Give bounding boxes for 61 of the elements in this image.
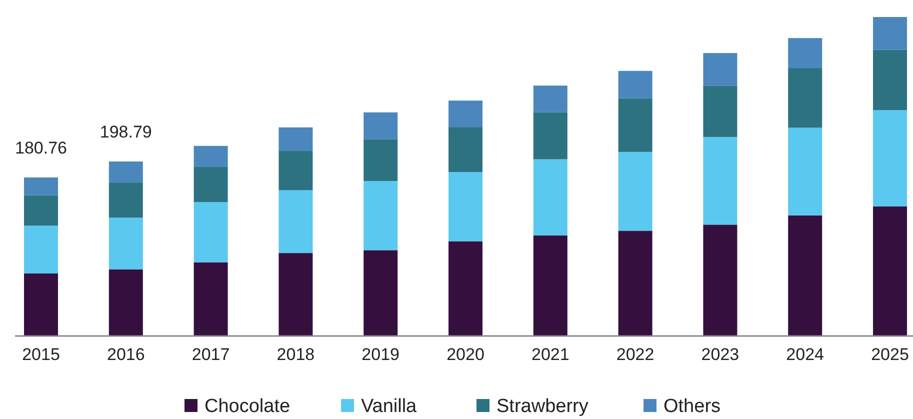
bar	[533, 86, 568, 112]
bar	[788, 38, 822, 68]
legend-label: Others	[664, 396, 721, 417]
bar	[448, 172, 482, 242]
bar	[448, 127, 482, 172]
x-tick-label: 2016	[106, 345, 145, 364]
bar	[873, 110, 907, 206]
x-tick-label: 2022	[616, 345, 654, 364]
bar	[618, 152, 652, 231]
bar	[278, 127, 313, 151]
x-tick-label: 2025	[871, 345, 909, 364]
x-tick-label: 2019	[362, 345, 400, 364]
legend-label: Strawberry	[496, 396, 589, 417]
bar	[618, 70, 652, 98]
bar	[618, 98, 652, 152]
bar	[364, 139, 398, 181]
bar	[703, 86, 738, 137]
bar	[108, 182, 143, 218]
bar	[24, 226, 58, 274]
bar	[278, 150, 313, 190]
bar	[364, 112, 398, 140]
bar	[194, 146, 228, 167]
bar	[873, 17, 907, 50]
bar	[703, 53, 738, 86]
bar	[533, 112, 568, 160]
bar	[24, 177, 58, 196]
bar	[364, 250, 398, 336]
annotation: 180.76	[15, 138, 67, 158]
annotation: 198.79	[100, 122, 152, 142]
x-tick-label: 2018	[276, 345, 315, 364]
bar	[194, 202, 228, 262]
bar	[108, 162, 143, 183]
bar	[873, 206, 907, 336]
bar	[618, 230, 652, 336]
bar	[448, 241, 482, 336]
bar	[788, 215, 822, 336]
bar	[364, 180, 398, 250]
legend-label: Vanilla	[361, 396, 418, 417]
x-tick-label: 2021	[531, 345, 570, 364]
bar	[278, 253, 313, 336]
legend-label: Chocolate	[204, 396, 290, 417]
bar	[24, 273, 58, 336]
bar	[108, 218, 143, 270]
x-tick-label: 2023	[701, 345, 740, 364]
bar	[108, 269, 143, 336]
x-tick-label: 2020	[446, 345, 484, 364]
bar	[873, 50, 907, 110]
x-tick-label: 2015	[22, 345, 60, 364]
bar	[703, 224, 738, 336]
bar	[703, 136, 738, 225]
bar	[278, 190, 313, 254]
bar	[533, 159, 568, 236]
bar	[788, 128, 822, 216]
bar	[788, 68, 822, 128]
bar	[533, 236, 568, 336]
bar	[194, 262, 228, 336]
x-tick-label: 2024	[786, 345, 824, 364]
bar	[448, 100, 482, 128]
bar	[24, 195, 58, 226]
x-tick-label: 2017	[192, 345, 230, 364]
bar	[194, 166, 228, 202]
